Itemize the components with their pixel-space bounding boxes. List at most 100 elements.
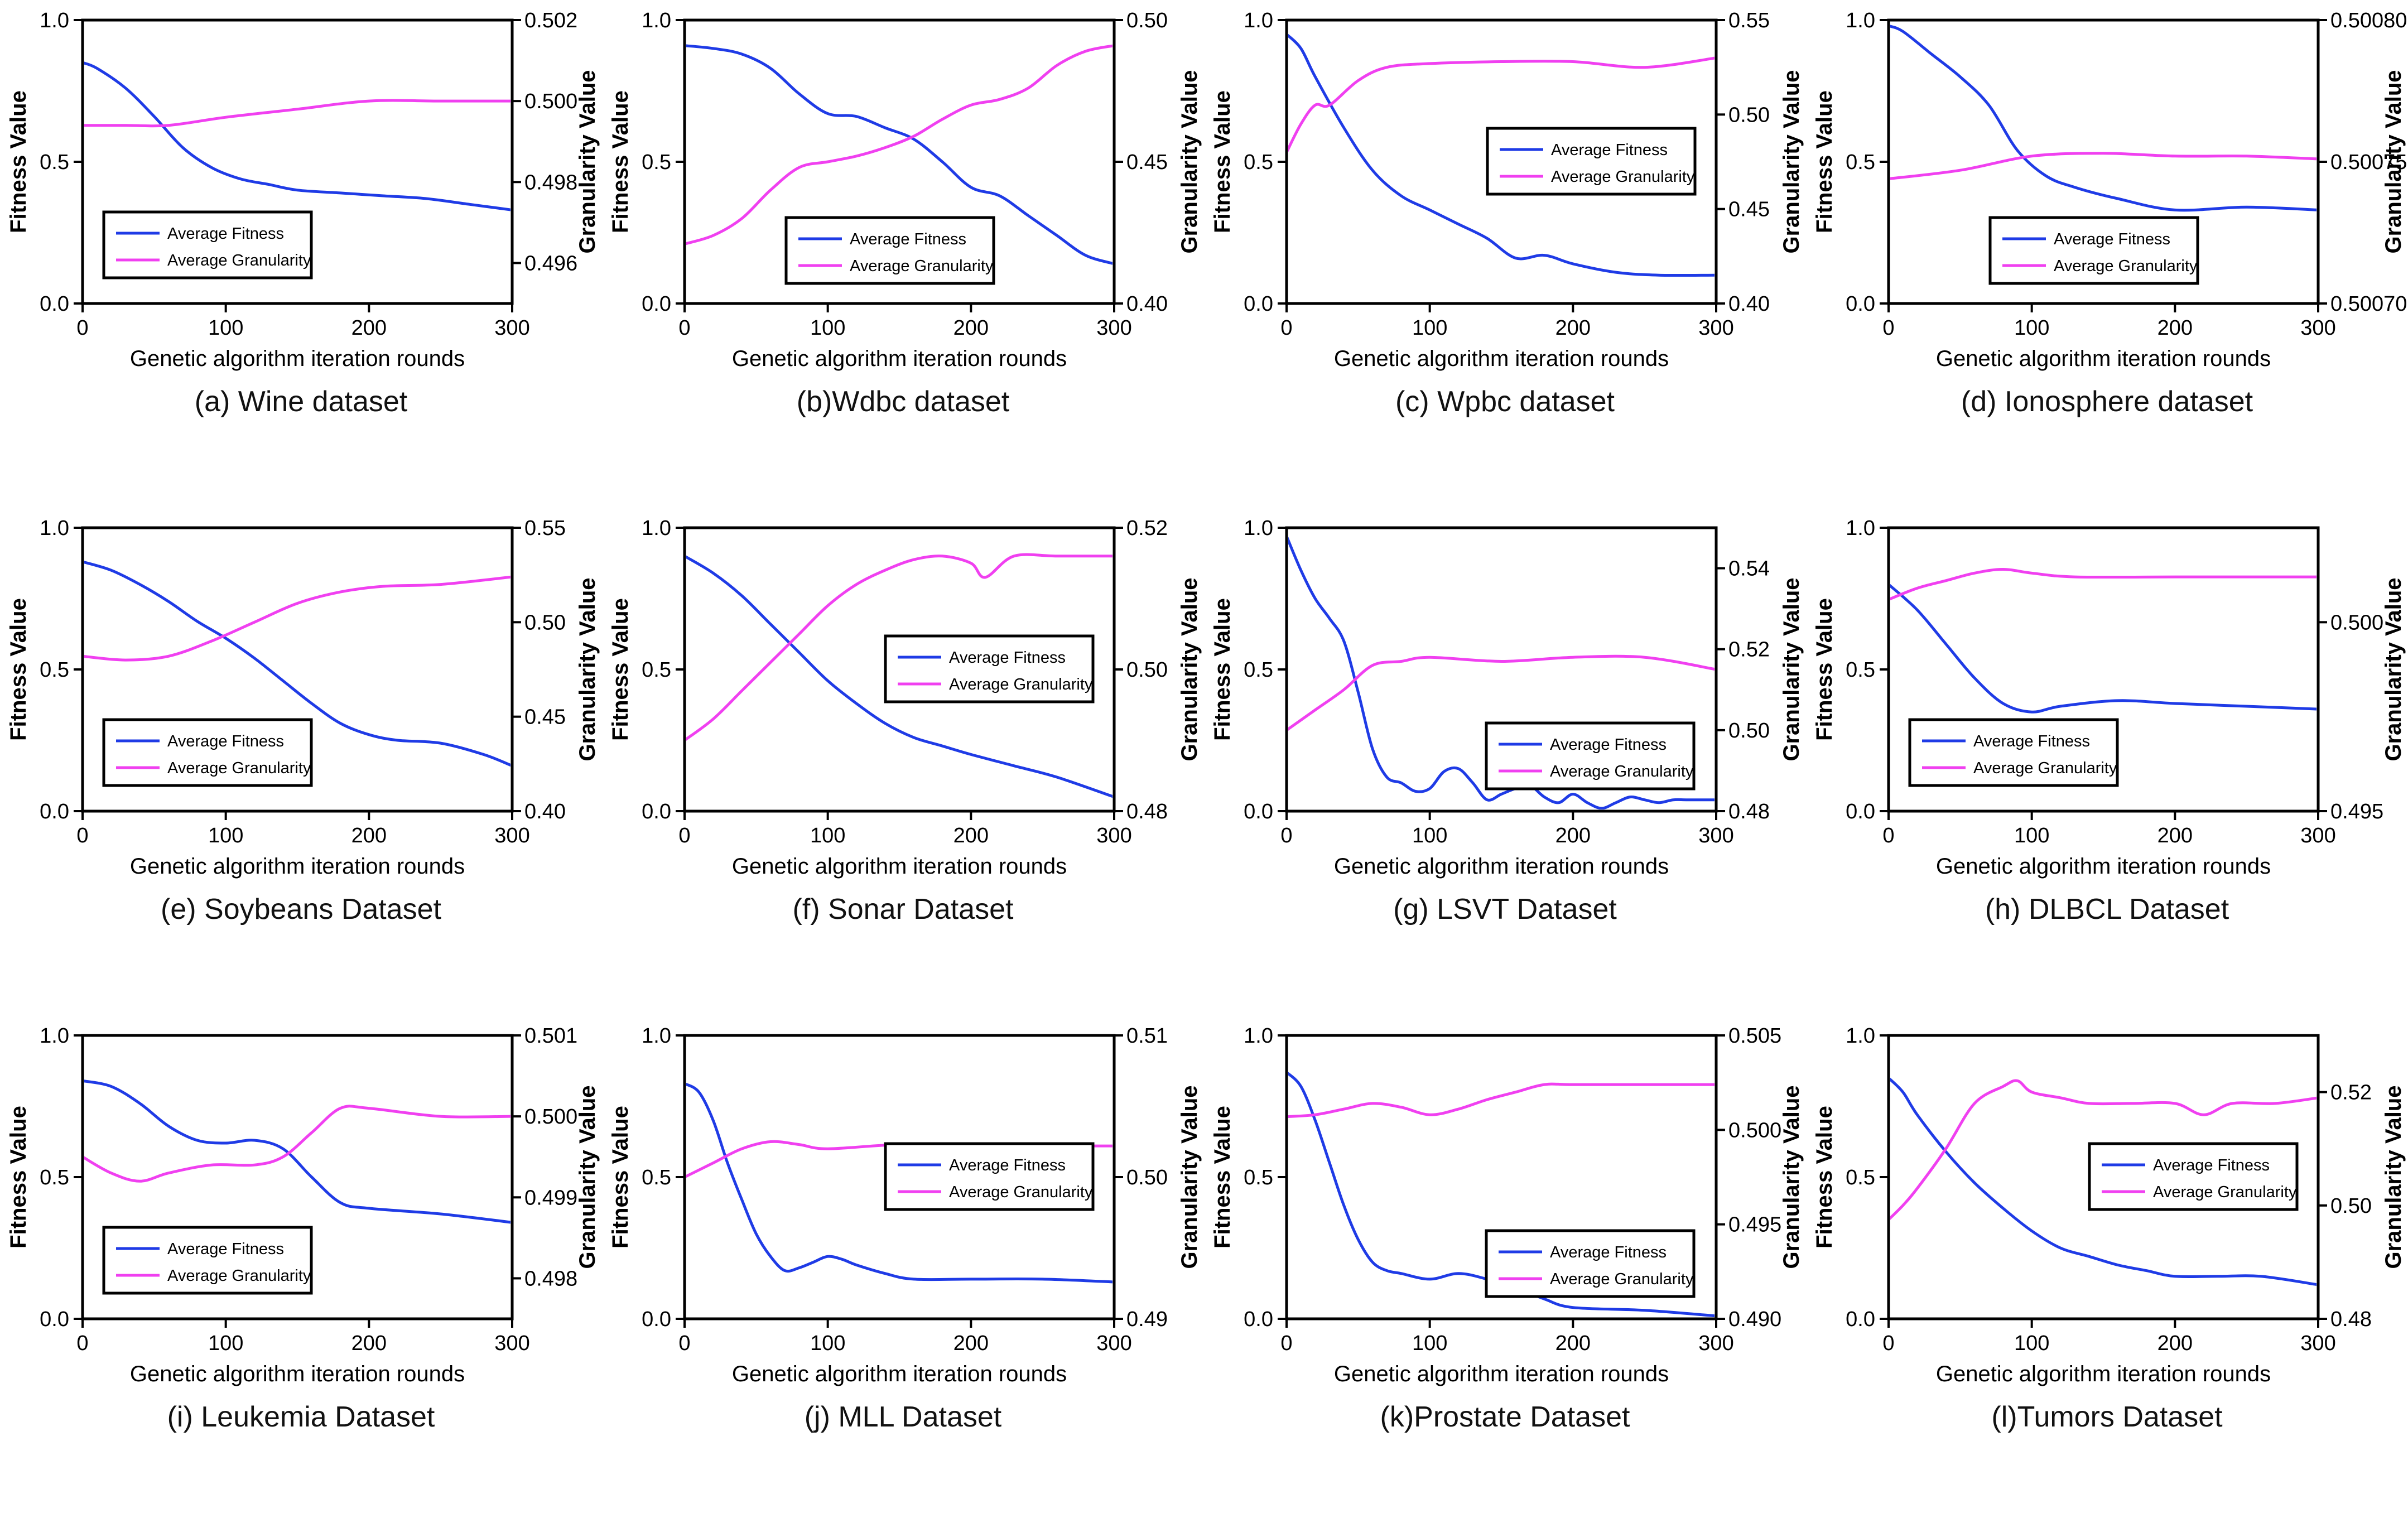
y-left-tick-label: 1.0 — [642, 9, 671, 32]
y-axis-label-left: Fitness Value — [608, 90, 633, 233]
series-line-granularity — [686, 553, 1113, 741]
legend-box — [2088, 1142, 2299, 1211]
legend-label-granularity: Average Granularity — [2054, 257, 2198, 275]
y-left-tick-label: 0.0 — [1244, 1308, 1273, 1331]
series-line-granularity — [1288, 1082, 1715, 1118]
x-tick-label: 100 — [2014, 316, 2049, 340]
legend-label-fitness: Average Fitness — [1973, 732, 2090, 750]
legend: Average Fitness Average Granularity — [1908, 718, 2119, 787]
x-tick-label: 300 — [2300, 1332, 2335, 1355]
legend-label-fitness: Average Fitness — [2054, 230, 2170, 248]
chart-caption: (k)Prostate Dataset — [1380, 1401, 1630, 1433]
y-right-tick-label: 0.50 — [1728, 719, 1770, 743]
y-left-tick-label: 0.5 — [40, 658, 69, 682]
x-tick-label: 300 — [1698, 316, 1733, 340]
y-axis-label-left: Fitness Value — [608, 598, 633, 741]
y-right-tick-label: 0.50 — [524, 611, 566, 634]
y-right-tick-label: 0.55 — [1728, 9, 1770, 32]
y-right-tick-label: 0.40 — [1728, 292, 1770, 316]
legend: Average Fitness Average Granularity — [884, 634, 1095, 703]
y-right-tick-label: 0.49 — [1126, 1308, 1168, 1331]
y-right-tick-label: 0.502 — [524, 9, 577, 32]
y-axis-label-right: Granularity Value — [1779, 1085, 1804, 1269]
x-tick-label: 100 — [2014, 824, 2049, 847]
y-left-tick-label: 1.0 — [40, 517, 69, 540]
x-tick-label: 200 — [2157, 824, 2193, 847]
series-line-granularity — [1890, 152, 2317, 180]
legend: Average Fitness Average Granularity — [2088, 1142, 2299, 1211]
y-right-tick-label: 0.50 — [1126, 1166, 1168, 1189]
x-tick-label: 100 — [810, 316, 845, 340]
chart-caption: (f) Sonar Dataset — [792, 893, 1014, 926]
y-left-tick-label: 1.0 — [1846, 517, 1875, 540]
y-right-tick-label: 0.50070 — [2330, 292, 2407, 316]
chart-panel: 0 100 200 300 0.0 0.5 1.0 0.498 0.499 0.500 0.501 G… — [0, 1015, 602, 1523]
chart-caption: (i) Leukemia Dataset — [167, 1401, 435, 1433]
legend-box — [1485, 721, 1696, 791]
series-line-fitness — [84, 61, 511, 211]
chart-svg: 0 100 200 300 0.0 0.5 1.0 0.498 0.499 0.500 0.501 G… — [6, 1024, 600, 1386]
y-right-tick-label: 0.54 — [1728, 557, 1770, 581]
x-tick-label: 200 — [953, 1332, 989, 1355]
x-tick-label: 100 — [1412, 316, 1447, 340]
legend-box — [784, 216, 995, 285]
chart-panel: 0 100 200 300 0.0 0.5 1.0 0.48 0.50 0.52 Genetic a… — [1806, 1015, 2408, 1523]
y-left-tick-label: 0.5 — [642, 151, 671, 174]
series-line-fitness — [1288, 1072, 1715, 1317]
x-tick-label: 200 — [953, 316, 989, 340]
x-tick-label: 200 — [2157, 1332, 2193, 1355]
y-axis-label-right: Granularity Value — [1177, 1085, 1202, 1269]
x-tick-label: 0 — [76, 316, 88, 340]
series-line-fitness — [1890, 1077, 2317, 1286]
legend-label-fitness: Average Fitness — [167, 1240, 284, 1258]
x-tick-label: 200 — [2157, 316, 2193, 340]
x-axis-label: Genetic algorithm iteration rounds — [1936, 346, 2271, 371]
y-axis-label-right: Granularity Value — [2381, 1085, 2406, 1269]
chart-panel: 0 100 200 300 0.0 0.5 1.0 0.48 0.50 0.52 Genetic a… — [602, 508, 1204, 1015]
y-left-tick-label: 1.0 — [40, 1024, 69, 1048]
chart-caption: (l)Tumors Dataset — [1991, 1401, 2223, 1433]
chart-panel: 0 100 200 300 0.0 0.5 1.0 0.40 0.45 0.50 0.55 Genet… — [0, 508, 602, 1015]
chart-svg: 0 100 200 300 0.0 0.5 1.0 0.50070 0.50075 0.50080… — [1812, 9, 2407, 371]
x-tick-label: 300 — [2300, 824, 2335, 847]
x-tick-label: 300 — [1698, 824, 1733, 847]
chart-caption: (g) LSVT Dataset — [1393, 893, 1617, 926]
x-tick-label: 0 — [1882, 316, 1894, 340]
y-left-tick-label: 0.5 — [1244, 151, 1273, 174]
legend-label-fitness: Average Fitness — [1550, 736, 1667, 754]
series-line-fitness — [686, 555, 1113, 798]
chart-panel: 0 100 200 300 0.0 0.5 1.0 0.495 0.500 Genetic alg… — [1806, 508, 2408, 1015]
series-line-granularity — [1890, 568, 2317, 601]
series-line-granularity — [1890, 1079, 2317, 1220]
y-right-tick-label: 0.55 — [524, 517, 566, 540]
x-tick-label: 0 — [1280, 1332, 1292, 1355]
x-tick-label: 200 — [351, 1332, 387, 1355]
legend-label-granularity: Average Granularity — [167, 759, 311, 777]
legend: Average Fitness Average Granularity — [1486, 127, 1697, 196]
chart-caption: (c) Wpbc dataset — [1395, 385, 1615, 418]
x-tick-label: 300 — [1096, 316, 1131, 340]
y-right-tick-label: 0.500 — [524, 1105, 577, 1129]
y-left-tick-label: 0.0 — [40, 1308, 69, 1331]
legend-label-fitness: Average Fitness — [949, 1156, 1066, 1174]
y-left-tick-label: 0.0 — [40, 292, 69, 316]
x-tick-label: 0 — [1280, 316, 1292, 340]
legend-label-granularity: Average Granularity — [850, 257, 994, 275]
x-tick-label: 100 — [1412, 1332, 1447, 1355]
y-axis-label-right: Granularity Value — [1177, 70, 1202, 253]
y-left-tick-label: 0.0 — [1244, 800, 1273, 823]
chart-panel: 0 100 200 300 0.0 0.5 1.0 0.49 0.50 0.51 Genetic a… — [602, 1015, 1204, 1523]
y-right-tick-label: 0.498 — [524, 1267, 577, 1290]
x-tick-label: 200 — [1555, 824, 1591, 847]
x-tick-label: 100 — [2014, 1332, 2049, 1355]
x-tick-label: 300 — [1096, 824, 1131, 847]
x-tick-label: 200 — [1555, 316, 1591, 340]
y-left-tick-label: 0.0 — [1846, 800, 1875, 823]
y-axis-label-left: Fitness Value — [1812, 598, 1837, 741]
series-line-fitness — [1288, 33, 1715, 277]
y-left-tick-label: 0.0 — [642, 1308, 671, 1331]
x-tick-label: 100 — [1412, 824, 1447, 847]
y-left-tick-label: 0.0 — [642, 292, 671, 316]
legend-box — [1908, 718, 2119, 787]
y-axis-label-right: Granularity Value — [1779, 577, 1804, 761]
